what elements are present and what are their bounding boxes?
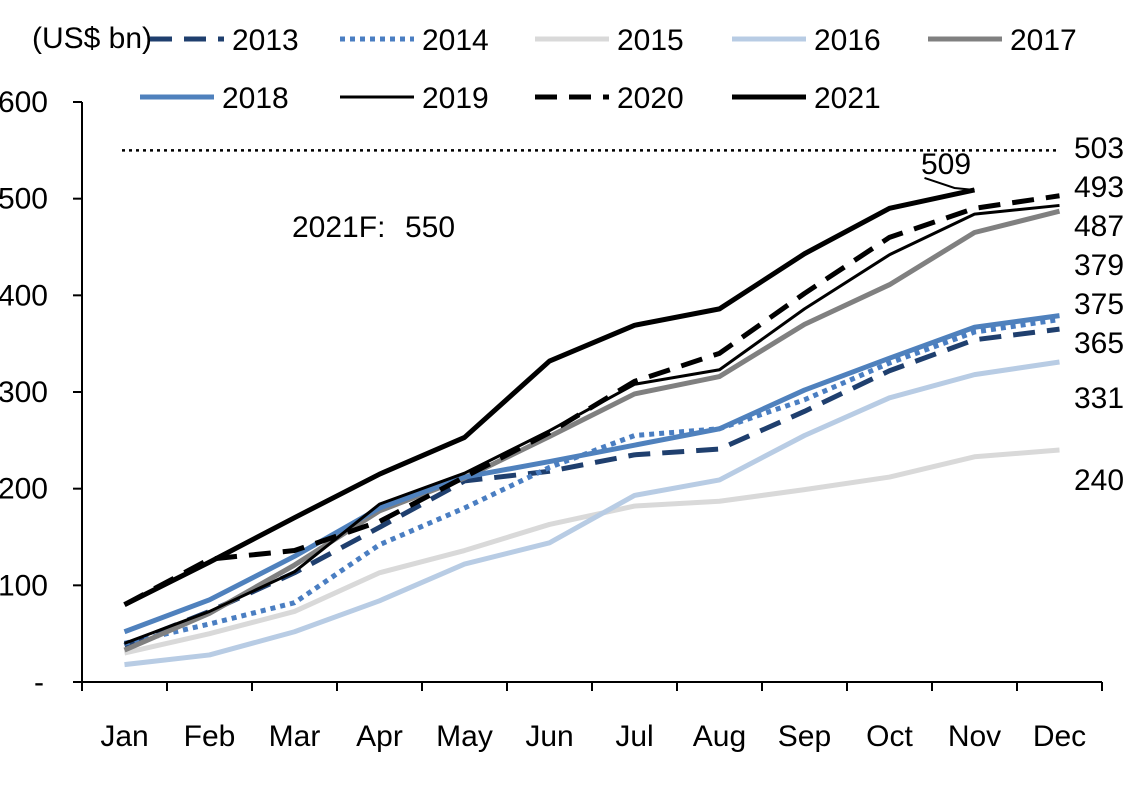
legend-label-2020: 2020 xyxy=(617,82,684,115)
unit-label: (US$ bn) xyxy=(32,22,152,55)
legend-label-2021: 2021 xyxy=(814,82,881,115)
legend-label-2018: 2018 xyxy=(222,82,289,115)
y-tick-label: 400 xyxy=(0,279,48,312)
y-tick-label: 300 xyxy=(0,376,48,409)
y-tick-label: 200 xyxy=(0,473,48,506)
x-tick-label: Apr xyxy=(356,720,403,753)
series-line-2019 xyxy=(123,203,1060,645)
peak-label: 509 xyxy=(921,148,971,181)
legend-label-2015: 2015 xyxy=(617,24,684,57)
legend-label-2019: 2019 xyxy=(422,82,489,115)
x-tick-label: Mar xyxy=(269,720,321,753)
x-tick-label: May xyxy=(436,720,493,753)
axes: - 100 200 300 400 500 600 Jan Feb Mar Apr May Jun Jul… xyxy=(0,86,1103,753)
end-label: 379 xyxy=(1074,249,1124,282)
legend-label-2014: 2014 xyxy=(422,24,489,57)
forecast-label: 2021F: xyxy=(292,211,385,244)
x-tick-label: Aug xyxy=(693,720,746,753)
x-tick-label: Oct xyxy=(866,720,913,753)
forecast-value: 550 xyxy=(405,211,455,244)
x-tick-label: Jan xyxy=(100,720,148,753)
series-line-2021 xyxy=(123,187,976,607)
series-line-2016 xyxy=(124,359,1060,668)
series-line-2018 xyxy=(123,313,1060,635)
x-tick-label: Feb xyxy=(184,720,236,753)
series-line-2014 xyxy=(123,317,1060,646)
x-tick-label: Jun xyxy=(525,720,573,753)
x-tick-label: Dec xyxy=(1033,720,1086,753)
end-label: 487 xyxy=(1074,210,1124,243)
legend-label-2017: 2017 xyxy=(1010,24,1077,57)
peak-leader-line xyxy=(924,177,975,191)
end-label: 365 xyxy=(1074,327,1124,360)
y-tick-label: 500 xyxy=(0,183,48,216)
legend: 2013 2014 2015 2016 2017 2018 2019 2020 2021 xyxy=(140,24,1077,115)
y-tick-label: 600 xyxy=(0,86,48,119)
x-tick-label: Nov xyxy=(948,720,1001,753)
end-label: 240 xyxy=(1074,464,1124,497)
series-group xyxy=(123,187,1061,668)
end-label: 493 xyxy=(1074,171,1124,204)
y-tick-label: - xyxy=(34,666,44,699)
y-tick-label: 100 xyxy=(0,569,48,602)
series-line-2013 xyxy=(123,326,1060,648)
series-line-2017 xyxy=(123,208,1061,653)
x-tick-label: Jul xyxy=(615,720,653,753)
legend-label-2013: 2013 xyxy=(232,24,299,57)
forecast-group: 2021F: 550 xyxy=(122,149,1058,244)
series-line-2015 xyxy=(123,447,1060,656)
end-labels: 503 493 487 379 375 365 331 240 509 xyxy=(921,132,1124,497)
legend-label-2016: 2016 xyxy=(814,24,881,57)
end-label: 375 xyxy=(1074,288,1124,321)
x-tick-label: Sep xyxy=(778,720,831,753)
end-label: 503 xyxy=(1074,132,1124,165)
series-line-2020 xyxy=(123,193,1060,607)
end-label: 331 xyxy=(1074,382,1124,415)
